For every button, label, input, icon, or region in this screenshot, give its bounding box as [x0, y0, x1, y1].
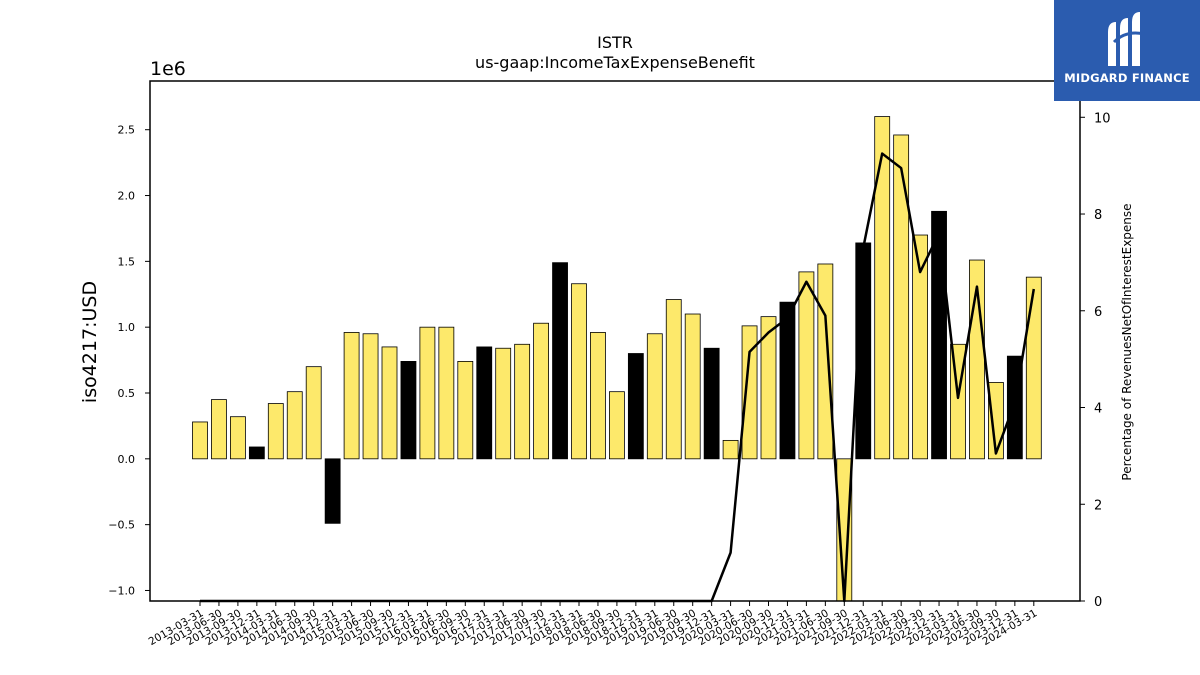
y2-tick-label: 8 — [1094, 208, 1102, 223]
bar — [912, 234, 928, 460]
y2-tick-label: 6 — [1094, 305, 1102, 320]
bar — [552, 262, 568, 460]
bar — [286, 391, 303, 460]
plot-frame — [149, 80, 1081, 602]
chart-subtitle: us-gaap:IncomeTaxExpenseBenefit — [475, 53, 755, 72]
bar — [533, 322, 549, 460]
bar — [192, 421, 208, 460]
bar — [381, 346, 398, 460]
bar — [438, 326, 455, 460]
bar — [248, 446, 265, 460]
bar — [305, 366, 322, 460]
midgard-logo-icon — [1108, 12, 1145, 66]
y-tick-label: −0.5 — [108, 519, 135, 532]
bar — [457, 361, 474, 460]
bar — [495, 347, 512, 460]
bar — [627, 353, 644, 460]
y-tick-label: 2.0 — [118, 190, 136, 203]
bar — [703, 347, 720, 460]
brand-name: MIDGARD FINANCE — [1064, 71, 1190, 85]
bar — [817, 263, 834, 460]
bar — [1025, 276, 1042, 460]
bar — [988, 382, 1004, 460]
bar — [684, 313, 701, 460]
bar — [343, 332, 360, 460]
bar — [362, 333, 379, 460]
bar — [211, 399, 227, 460]
bar — [400, 361, 417, 460]
bar — [267, 403, 284, 460]
bar — [893, 134, 910, 460]
bar — [760, 316, 777, 460]
chart-title: ISTR — [597, 33, 633, 52]
bar — [931, 210, 947, 460]
y2-axis-label: Percentage of RevenuesNetOfInterestExpen… — [1120, 203, 1134, 480]
bar — [722, 439, 739, 460]
y-tick-label: −1.0 — [108, 584, 135, 597]
bar — [514, 343, 531, 460]
bar — [324, 458, 341, 524]
y2-tick-label: 10 — [1094, 111, 1111, 126]
bar — [590, 332, 606, 460]
bar — [571, 283, 587, 460]
bar — [476, 346, 493, 460]
y-tick-label: 1.0 — [118, 321, 136, 334]
bar — [609, 391, 625, 460]
y2-tick-label: 4 — [1094, 402, 1102, 417]
bar — [798, 271, 815, 460]
y-tick-label: 0.5 — [118, 387, 136, 400]
y-axis-label: iso4217:USD — [79, 281, 101, 403]
y2-tick-label: 2 — [1094, 498, 1102, 513]
bar — [665, 299, 682, 460]
bar — [741, 325, 758, 460]
y-tick-label: 2.5 — [118, 124, 136, 137]
y-tick-label: 1.5 — [118, 255, 136, 268]
bar — [646, 333, 663, 460]
bar — [779, 301, 796, 460]
y2-tick-label: 0 — [1094, 595, 1102, 610]
bar — [419, 326, 436, 460]
brand-logo: MIDGARD FINANCE — [1054, 0, 1200, 101]
y-tick-label: 0.0 — [118, 453, 136, 466]
bar — [874, 116, 891, 460]
y-offset-text: 1e6 — [150, 58, 186, 80]
bar — [229, 416, 246, 460]
